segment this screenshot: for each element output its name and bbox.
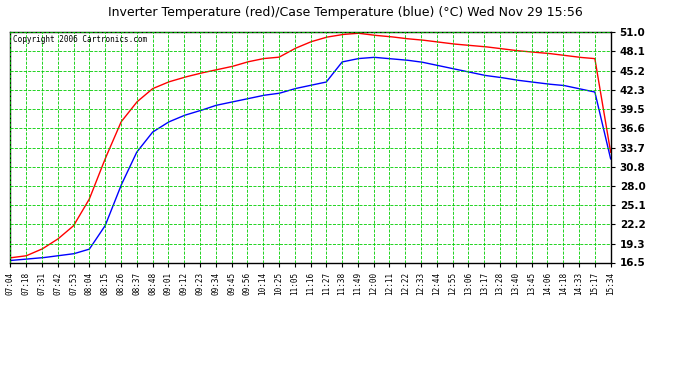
Text: Copyright 2006 Cartronics.com: Copyright 2006 Cartronics.com	[13, 35, 148, 44]
Text: Inverter Temperature (red)/Case Temperature (blue) (°C) Wed Nov 29 15:56: Inverter Temperature (red)/Case Temperat…	[108, 6, 582, 19]
